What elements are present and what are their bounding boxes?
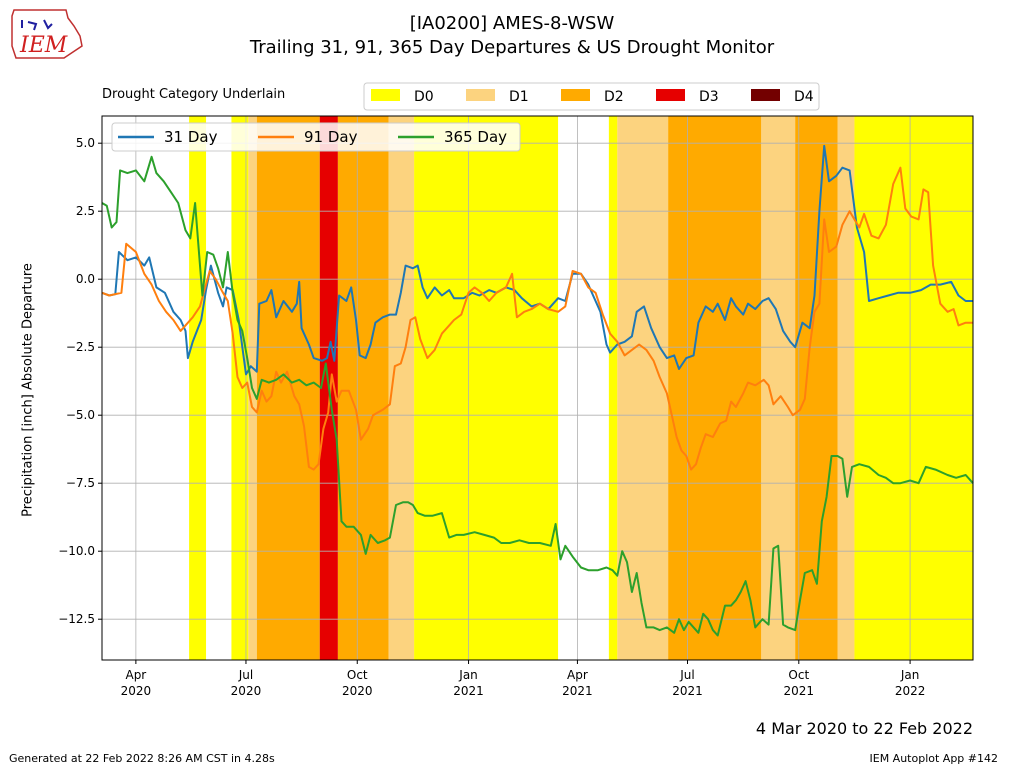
- series-legend-label: 91 Day: [304, 128, 358, 146]
- x-tick-year: 2020: [342, 684, 373, 698]
- series-legend-label: 31 Day: [164, 128, 218, 146]
- x-tick-label: Jul: [679, 668, 694, 682]
- x-tick-label: Oct: [788, 668, 809, 682]
- series-lines: [101, 144, 974, 637]
- iem-logo: IEM: [11, 9, 83, 59]
- x-tick-year: 2020: [231, 684, 262, 698]
- generated-note: Generated at 22 Feb 2022 8:26 AM CST in …: [9, 752, 275, 765]
- drought-legend-swatch-d2: [561, 89, 590, 101]
- app-note: IEM Autoplot App #142: [869, 752, 999, 765]
- x-tick-year: 2021: [453, 684, 484, 698]
- y-tick-label: −10.0: [58, 544, 95, 558]
- drought-bands: [189, 116, 973, 660]
- drought-legend-label: D1: [509, 89, 529, 105]
- x-tick-label: Jan: [458, 668, 478, 682]
- x-tick-year: 2020: [121, 684, 152, 698]
- axis-ticks: 5.0 2.5 0.0 −2.5 −5.0 −7.5 −10.0 −12.5 Apr 2020 Ju…: [58, 136, 925, 698]
- drought-band-d2: [668, 116, 762, 660]
- chart-subtitle: Trailing 31, 91, 365 Day Departures & US…: [249, 37, 775, 58]
- drought-legend-swatch-d4: [751, 89, 780, 101]
- x-tick-label: Jan: [900, 668, 920, 682]
- drought-band-d0: [608, 116, 618, 660]
- x-tick-year: 2021: [784, 684, 815, 698]
- drought-legend-label: D4: [794, 89, 814, 105]
- drought-legend-swatch-d0: [371, 89, 400, 101]
- grid-lines: [102, 116, 973, 660]
- drought-legend-label: D3: [699, 89, 719, 105]
- date-range: 4 Mar 2020 to 22 Feb 2022: [755, 719, 973, 738]
- drought-band-d1: [837, 116, 855, 660]
- y-tick-label: −12.5: [58, 612, 95, 626]
- drought-legend-swatch-d3: [656, 89, 685, 101]
- chart-title: [IA0200] AMES-8-WSW: [409, 13, 615, 34]
- drought-note: Drought Category Underlain: [102, 87, 286, 102]
- drought-legend-label: D0: [414, 89, 434, 105]
- x-tick-label: Apr: [125, 668, 146, 682]
- y-tick-label: −2.5: [66, 340, 95, 354]
- drought-band-d2: [795, 116, 838, 660]
- y-tick-label: 5.0: [76, 136, 95, 150]
- series-legend: 31 Day 91 Day 365 Day: [111, 122, 521, 152]
- y-tick-label: −5.0: [66, 408, 95, 422]
- plot-frame: [101, 115, 974, 661]
- drought-band-d1: [761, 116, 796, 660]
- drought-band-d0: [854, 116, 973, 660]
- x-tick-year: 2022: [895, 684, 926, 698]
- y-tick-label: 0.0: [76, 272, 95, 286]
- x-tick-label: Jul: [238, 668, 253, 682]
- drought-band-d2: [256, 116, 320, 660]
- drought-legend-label: D2: [604, 89, 624, 105]
- x-tick-label: Apr: [567, 668, 588, 682]
- series-legend-box: [111, 122, 521, 152]
- x-tick-year: 2021: [672, 684, 703, 698]
- drought-band-d0: [231, 116, 249, 660]
- logo-text: IEM: [19, 33, 68, 58]
- y-tick-label: −7.5: [66, 476, 95, 490]
- drought-band-d0: [189, 116, 207, 660]
- x-tick-label: Oct: [347, 668, 368, 682]
- drought-legend: D0 D1 D2 D3 D4: [363, 82, 820, 111]
- drought-legend-swatch-d1: [466, 89, 495, 101]
- series-legend-label: 365 Day: [444, 128, 507, 146]
- y-tick-label: 2.5: [76, 204, 95, 218]
- series-line-91-day: [101, 166, 973, 471]
- drought-band-d1: [617, 116, 669, 660]
- drought-band-d0: [414, 116, 559, 660]
- x-tick-year: 2021: [562, 684, 593, 698]
- drought-band-d2: [337, 116, 389, 660]
- series-line-365-day: [101, 155, 974, 637]
